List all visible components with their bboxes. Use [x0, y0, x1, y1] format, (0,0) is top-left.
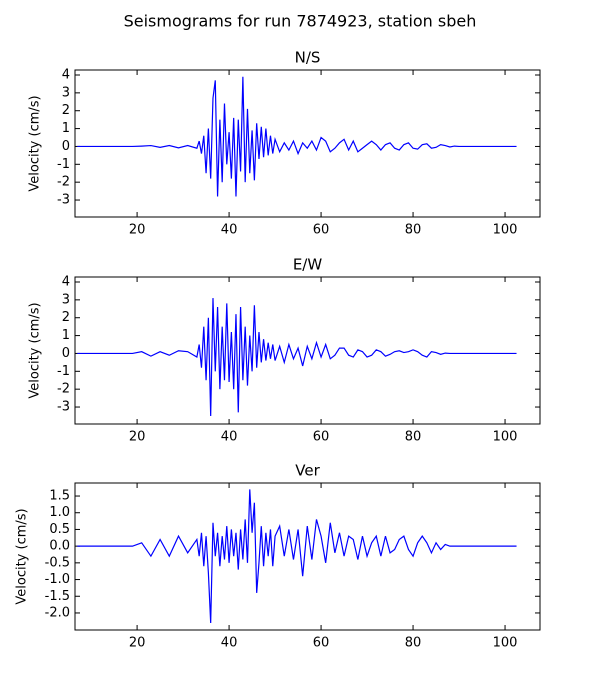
x-tick-label: 20 — [129, 223, 146, 238]
y-tick-label: 1.5 — [49, 489, 70, 504]
y-tick-label: -2.0 — [45, 605, 70, 620]
axes-frame — [74, 276, 541, 425]
y-tick-label: -1 — [57, 364, 70, 379]
y-tick-label: 3 — [62, 85, 70, 100]
x-tick-label: 40 — [221, 223, 238, 238]
seismogram-line — [77, 298, 517, 416]
x-tick-label: 60 — [313, 223, 330, 238]
y-tick-label: -3 — [57, 193, 70, 208]
y-tick-label: 2 — [62, 103, 70, 118]
y-tick-label: 0 — [62, 346, 70, 361]
x-tick-label: 20 — [129, 636, 146, 651]
figure-title: Seismograms for run 7874923, station sbe… — [124, 12, 477, 31]
y-tick-label: 1 — [62, 328, 70, 343]
y-tick-label: -1.0 — [45, 572, 70, 587]
subplot-title: Ver — [295, 462, 320, 480]
x-tick-label: 40 — [221, 430, 238, 445]
subplot-title: E/W — [293, 256, 323, 274]
x-tick-label: 60 — [313, 430, 330, 445]
x-tick-label: 100 — [493, 636, 518, 651]
seismogram-line — [77, 489, 517, 624]
y-tick-label: 1 — [62, 121, 70, 136]
x-tick-label: 100 — [493, 223, 518, 238]
y-tick-label: 0 — [62, 139, 70, 154]
x-tick-label: 80 — [405, 636, 422, 651]
y-tick-label: -1.5 — [45, 589, 70, 604]
y-tick-label: 4 — [62, 68, 70, 83]
subplot-title: N/S — [295, 49, 321, 67]
y-tick-label: 0.5 — [49, 522, 70, 537]
y-axis-label: Velocity (cm/s) — [28, 302, 43, 398]
y-tick-label: 1.0 — [49, 505, 70, 520]
seismogram-line — [77, 76, 517, 197]
y-tick-label: -0.5 — [45, 555, 70, 570]
y-tick-label: 3 — [62, 292, 70, 307]
y-axis-label: Velocity (cm/s) — [28, 95, 43, 191]
x-tick-label: 40 — [221, 636, 238, 651]
x-tick-label: 100 — [493, 430, 518, 445]
y-tick-label: -2 — [57, 382, 70, 397]
y-tick-label: 4 — [62, 275, 70, 290]
y-tick-label: -2 — [57, 175, 70, 190]
x-tick-label: 20 — [129, 430, 146, 445]
y-tick-label: -1 — [57, 157, 70, 172]
axes-frame — [74, 69, 541, 218]
y-axis-label: Velocity (cm/s) — [15, 508, 30, 604]
y-tick-label: -3 — [57, 400, 70, 415]
x-tick-label: 80 — [405, 430, 422, 445]
y-tick-label: 0.0 — [49, 539, 70, 554]
axes-frame — [74, 482, 541, 631]
x-tick-label: 80 — [405, 223, 422, 238]
x-tick-label: 60 — [313, 636, 330, 651]
y-tick-label: 2 — [62, 310, 70, 325]
